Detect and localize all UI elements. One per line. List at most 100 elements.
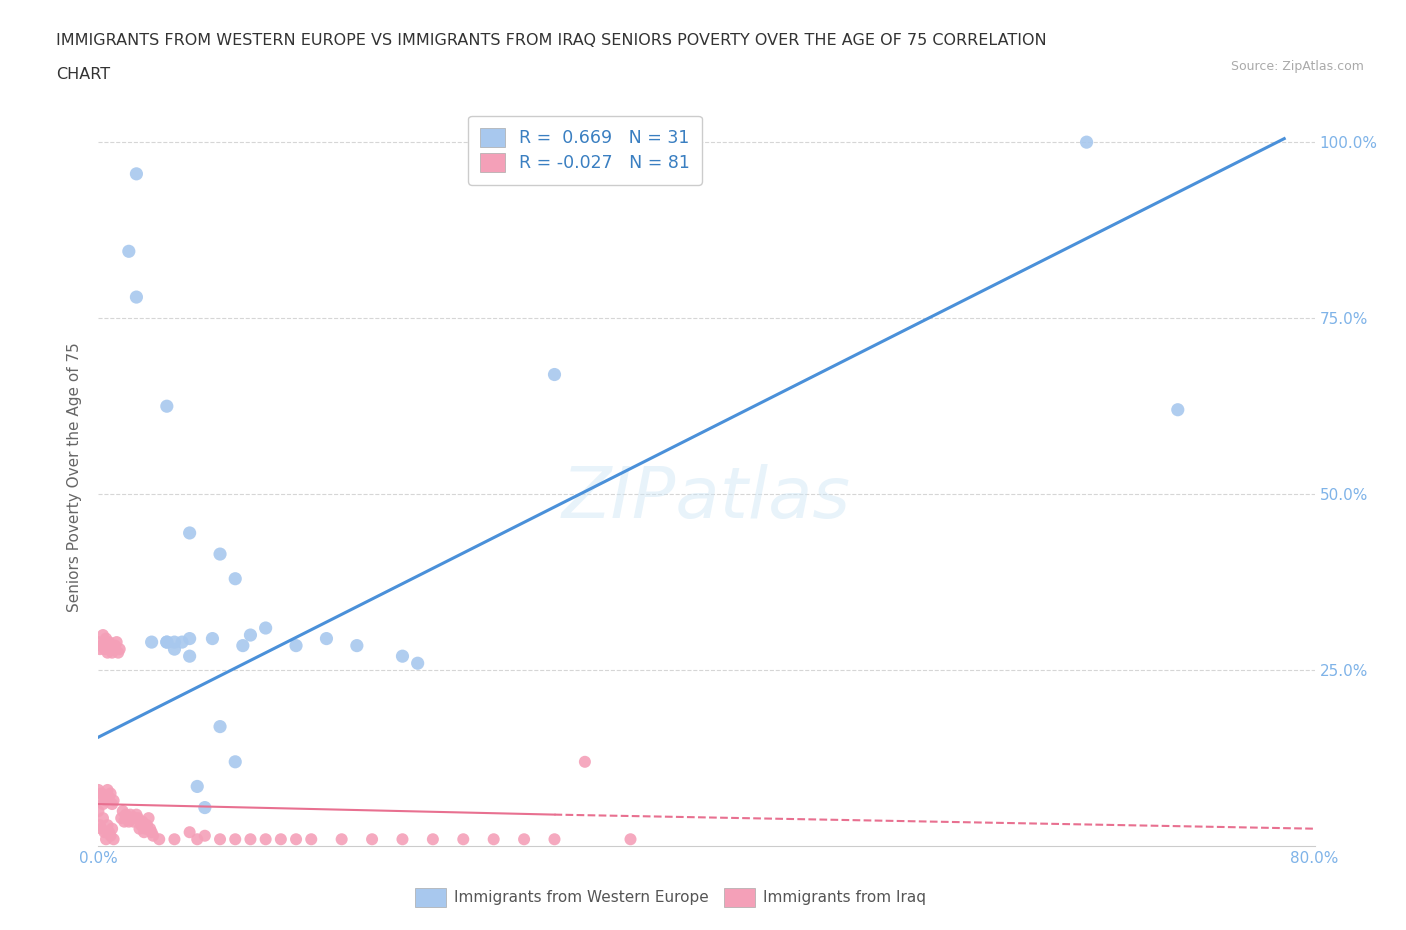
Point [163, 831, 186, 846]
Point [141, 825, 163, 840]
Point [391, 649, 413, 664]
Point [136, 817, 159, 832]
Point [156, 634, 179, 649]
Point [93, 790, 115, 804]
Point [513, 831, 536, 846]
Point [117, 811, 139, 826]
Point [179, 825, 201, 840]
Point [120, 807, 142, 822]
Point [111, 804, 134, 818]
Point [104, 638, 127, 653]
Point [108, 642, 131, 657]
Point [89, 642, 111, 657]
Point [156, 399, 179, 414]
Point [406, 656, 429, 671]
Point [574, 754, 596, 769]
Point [93, 642, 115, 657]
Point [135, 821, 157, 836]
Point [90, 786, 112, 801]
Point [101, 645, 124, 660]
Point [101, 797, 124, 812]
Point [94, 631, 117, 646]
Text: Source: ZipAtlas.com: Source: ZipAtlas.com [1230, 60, 1364, 73]
Text: IMMIGRANTS FROM WESTERN EUROPE VS IMMIGRANTS FROM IRAQ SENIORS POVERTY OVER THE : IMMIGRANTS FROM WESTERN EUROPE VS IMMIGR… [56, 33, 1047, 47]
Point [186, 779, 208, 794]
Point [90, 821, 112, 836]
Point [98, 634, 121, 649]
Point [138, 811, 160, 826]
Point [179, 649, 201, 664]
Point [543, 367, 565, 382]
Point [239, 628, 262, 643]
Point [170, 634, 193, 649]
Point [90, 638, 112, 653]
Point [422, 831, 444, 846]
Point [619, 831, 641, 846]
Point [118, 244, 141, 259]
Point [543, 831, 565, 846]
Point [105, 634, 128, 649]
Point [96, 782, 118, 797]
Point [285, 831, 308, 846]
Point [315, 631, 337, 646]
Point [1167, 403, 1189, 418]
Point [98, 790, 121, 804]
Point [391, 831, 413, 846]
Point [254, 831, 277, 846]
Point [346, 638, 368, 653]
Point [224, 831, 246, 846]
Point [1076, 135, 1098, 150]
Point [114, 807, 136, 822]
Point [98, 825, 121, 840]
Text: Immigrants from Iraq: Immigrants from Iraq [763, 890, 927, 905]
Point [156, 634, 179, 649]
Legend: R =  0.669   N = 31, R = -0.027   N = 81: R = 0.669 N = 31, R = -0.027 N = 81 [468, 115, 702, 184]
Point [224, 571, 246, 586]
Point [132, 825, 155, 840]
Point [101, 821, 124, 836]
Point [128, 821, 150, 836]
Point [361, 831, 384, 846]
Y-axis label: Seniors Poverty Over the Age of 75: Seniors Poverty Over the Age of 75 [67, 341, 83, 612]
Point [482, 831, 505, 846]
Point [100, 786, 122, 801]
Point [131, 815, 153, 830]
Point [142, 829, 165, 844]
Point [122, 815, 145, 830]
Point [103, 793, 125, 808]
Point [179, 631, 201, 646]
Point [129, 817, 152, 832]
Point [96, 645, 118, 660]
Point [100, 638, 122, 653]
Point [270, 831, 292, 846]
Point [91, 628, 114, 643]
Point [224, 754, 246, 769]
Point [232, 638, 254, 653]
Point [87, 634, 110, 649]
Point [87, 804, 110, 818]
Point [125, 807, 148, 822]
Point [141, 634, 163, 649]
Point [201, 631, 224, 646]
Point [100, 829, 122, 844]
Point [209, 831, 232, 846]
Point [93, 825, 115, 840]
Point [87, 782, 110, 797]
Point [89, 817, 111, 832]
Point [139, 821, 162, 836]
Point [148, 831, 170, 846]
Point [112, 815, 135, 830]
Point [299, 831, 322, 846]
Point [107, 645, 129, 660]
Point [103, 642, 125, 657]
Point [194, 829, 217, 844]
Point [96, 817, 118, 832]
Point [91, 811, 114, 826]
Point [94, 793, 117, 808]
Point [89, 790, 111, 804]
Point [209, 719, 232, 734]
Point [163, 634, 186, 649]
Point [254, 620, 277, 635]
Point [179, 525, 201, 540]
Point [209, 547, 232, 562]
